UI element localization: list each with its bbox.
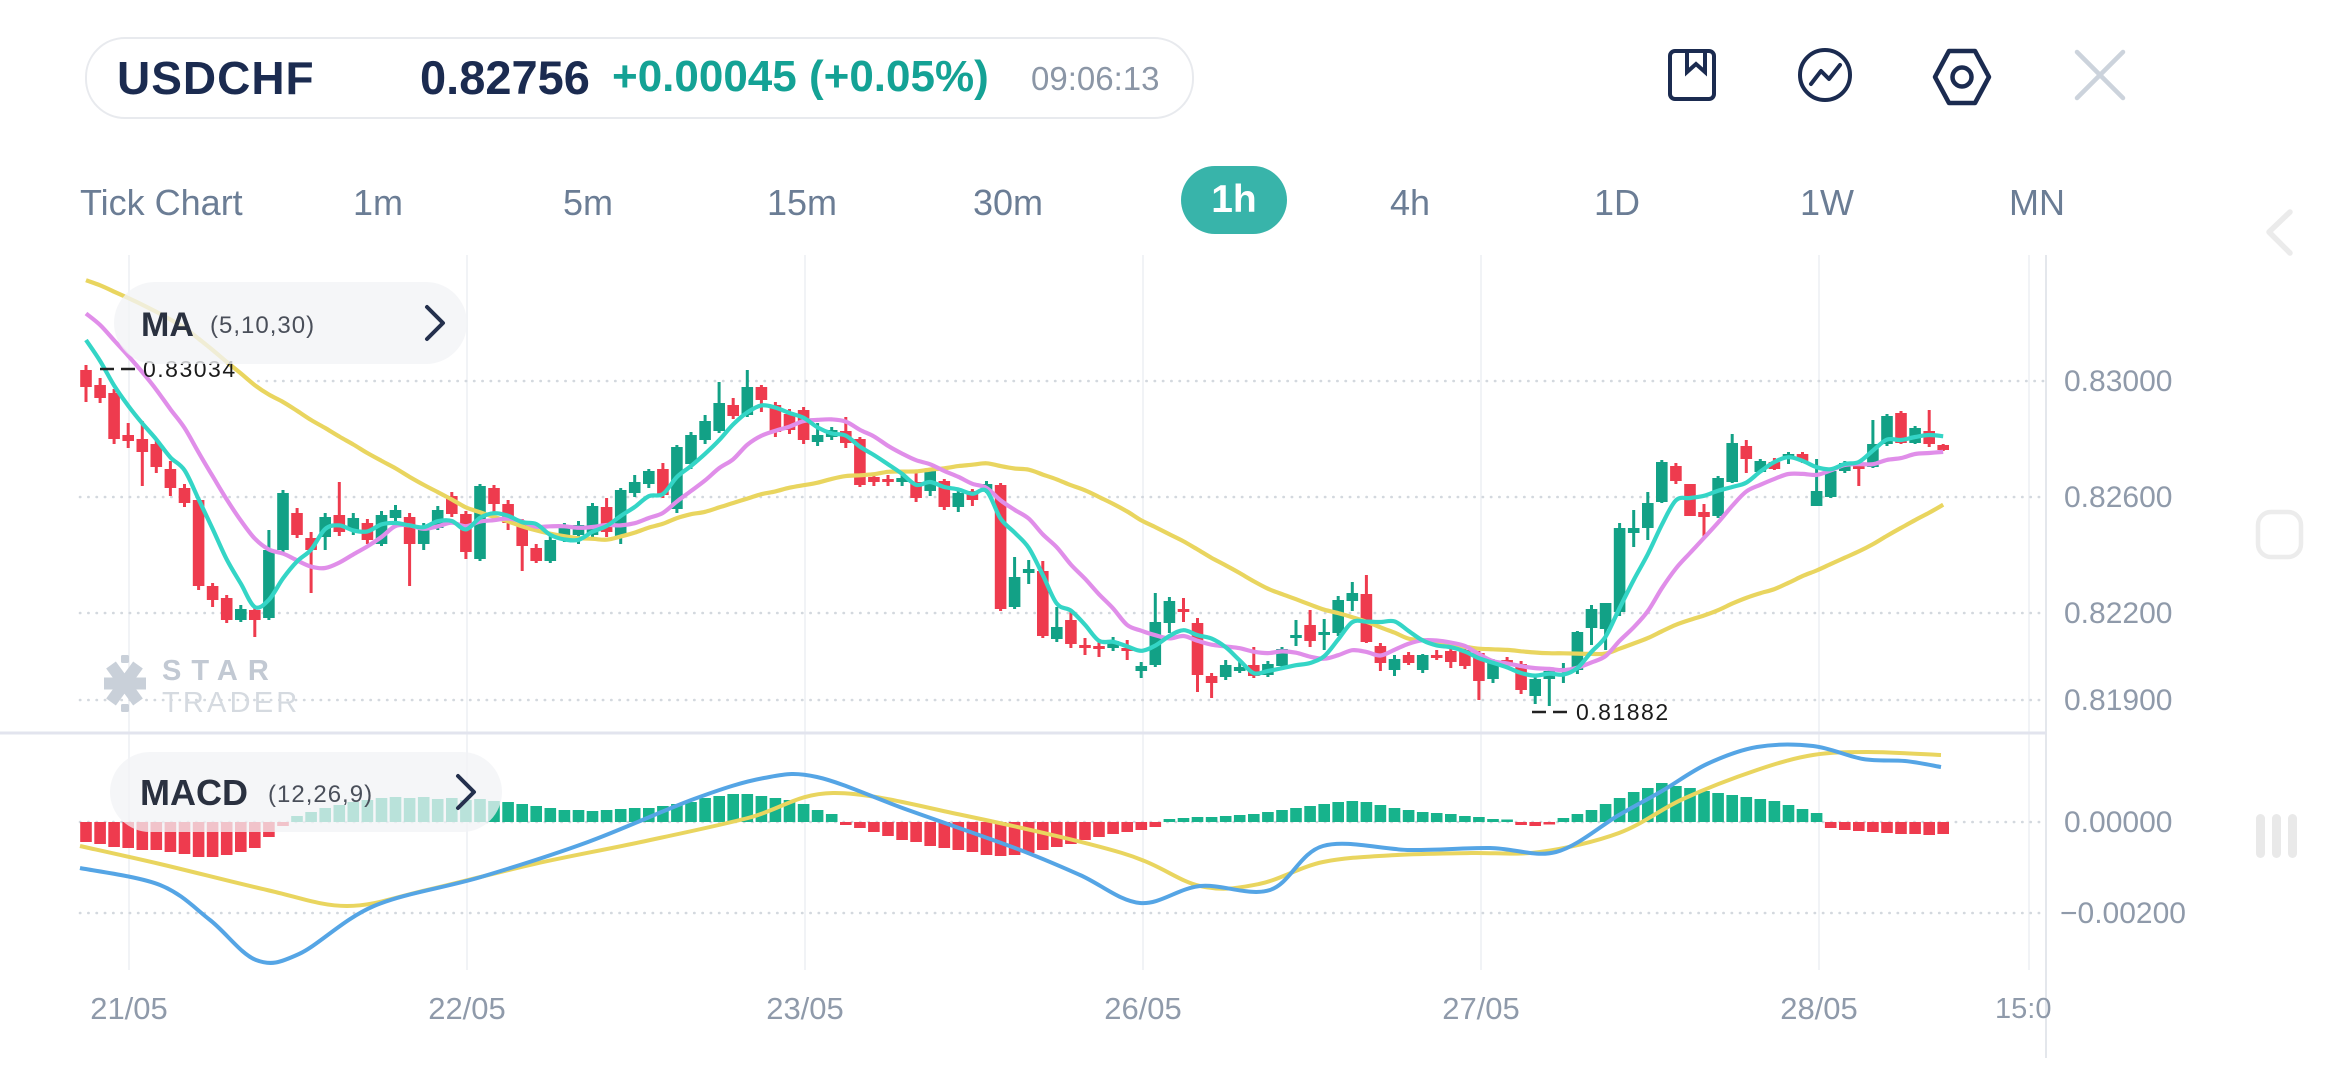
svg-text:27/05: 27/05 — [1442, 991, 1520, 1026]
svg-text:0.81882: 0.81882 — [1576, 699, 1670, 725]
svg-text:28/05: 28/05 — [1780, 991, 1858, 1026]
svg-text:21/05: 21/05 — [90, 991, 168, 1026]
svg-text:15:0: 15:0 — [1995, 993, 2051, 1025]
svg-text:(12,26,9): (12,26,9) — [268, 781, 373, 808]
svg-text:0.82200: 0.82200 — [2064, 597, 2172, 630]
svg-text:0.81900: 0.81900 — [2064, 684, 2172, 717]
svg-text:−0.00200: −0.00200 — [2060, 897, 2186, 930]
svg-text:22/05: 22/05 — [428, 991, 506, 1026]
svg-text:0.82600: 0.82600 — [2064, 481, 2172, 514]
svg-text:0.83000: 0.83000 — [2064, 365, 2172, 398]
svg-text:MA: MA — [141, 306, 194, 344]
svg-text:TRADER: TRADER — [162, 687, 300, 719]
svg-text:STAR: STAR — [162, 655, 279, 687]
svg-text:(5,10,30): (5,10,30) — [210, 312, 315, 339]
svg-text:26/05: 26/05 — [1104, 991, 1182, 1026]
svg-text:0.00000: 0.00000 — [2064, 806, 2172, 839]
svg-text:23/05: 23/05 — [766, 991, 844, 1026]
svg-text:MACD: MACD — [140, 772, 248, 813]
